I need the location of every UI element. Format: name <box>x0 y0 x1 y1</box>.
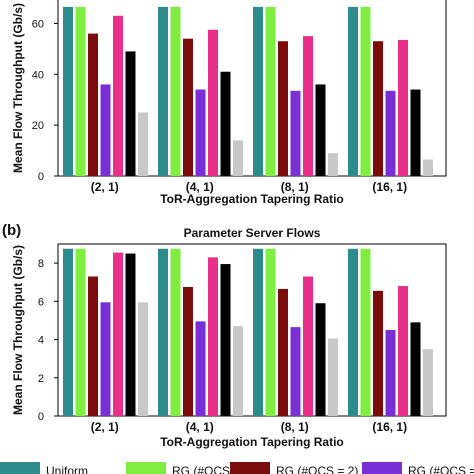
bar-s3-2-1 <box>88 33 98 176</box>
panel-b-x-axis-label: ToR-Aggregation Tapering Ratio <box>160 435 344 449</box>
bar-s4-16-1 <box>385 330 396 416</box>
panel-a-frame <box>57 0 447 177</box>
bar-s5-2-1 <box>113 15 123 176</box>
legend-label-uniform: Uniform <box>46 464 88 474</box>
bar-s7-8-1 <box>328 338 338 416</box>
bar-s7-4-1 <box>233 140 243 176</box>
x-tick-label: (4, 1) <box>186 420 214 434</box>
bar-s4-4-1 <box>195 321 206 416</box>
bar-s1-4-1 <box>158 248 168 416</box>
bar-s1-16-1 <box>348 248 358 416</box>
bar-s1-2-1 <box>63 248 73 416</box>
bar-s5-4-1 <box>208 257 218 416</box>
y-tick-label: 6 <box>38 296 44 308</box>
bar-s6-16-1 <box>410 322 421 416</box>
bar-s7-16-1 <box>423 349 433 416</box>
legend-swatch-rg-ocs-4 <box>362 462 402 474</box>
y-tick-label: 2 <box>38 373 44 385</box>
legend-swatch-rg-ocs-1 <box>126 462 166 474</box>
y-tick-label: 4 <box>38 335 44 347</box>
y-tick-label: 0 <box>38 411 44 423</box>
bar-s4-4-1 <box>195 89 206 176</box>
bar-s7-4-1 <box>233 326 243 416</box>
panel-b-x-ticks: (2, 1) (4, 1) (8, 1) (16, 1) <box>91 420 407 434</box>
bar-s2-2-1 <box>75 248 86 416</box>
bar-s6-4-1 <box>220 264 231 416</box>
panel-b-label: (b) <box>2 222 21 239</box>
x-tick-label: (4, 1) <box>186 180 214 194</box>
bar-s5-16-1 <box>398 39 408 177</box>
bar-s3-16-1 <box>373 290 383 416</box>
bar-s4-8-1 <box>290 327 301 416</box>
panel-b-frame <box>57 243 447 417</box>
panel-b-y-ticks: 0 2 4 6 8 <box>38 258 58 423</box>
legend-swatch-uniform <box>0 462 40 474</box>
bar-s4-2-1 <box>100 84 111 176</box>
bar-s5-8-1 <box>303 36 313 177</box>
bar-s6-8-1 <box>315 84 326 176</box>
bar-s7-8-1 <box>328 153 338 176</box>
bar-s5-2-1 <box>113 252 123 416</box>
bar-s7-2-1 <box>138 302 148 416</box>
panel-a: 0 20 40 60 (2, 1) (4, 1) (8, 1) (16, 1) ToR-Ag… <box>11 0 447 206</box>
y-tick-label: 20 <box>32 120 44 132</box>
bar-s5-8-1 <box>303 276 313 416</box>
bar-s4-16-1 <box>385 90 396 176</box>
x-tick-label: (2, 1) <box>91 180 119 194</box>
bar-s3-2-1 <box>88 276 98 416</box>
bar-s2-16-1 <box>360 6 371 177</box>
legend-label-rg-ocs-1: RG (#OCS = 1) <box>172 464 254 474</box>
x-tick-label: (8, 1) <box>281 420 309 434</box>
bar-s2-8-1 <box>265 248 276 416</box>
y-tick-label: 40 <box>32 69 44 81</box>
bar-s3-4-1 <box>183 38 193 176</box>
bar-s2-2-1 <box>75 6 86 177</box>
y-tick-label: 60 <box>32 18 44 30</box>
legend-label-rg-ocs-4: RG (#OCS = 4) <box>408 464 474 474</box>
panel-b-bars <box>63 248 433 416</box>
bar-s6-8-1 <box>315 303 326 416</box>
x-tick-label: (16, 1) <box>372 420 407 434</box>
bar-s6-2-1 <box>125 253 136 416</box>
panel-b-y-axis-label: Mean Flow Throughput (Gb/s) <box>11 245 25 415</box>
bar-s6-4-1 <box>220 71 231 176</box>
bar-s2-4-1 <box>170 6 181 177</box>
bar-s6-2-1 <box>125 51 136 176</box>
bar-s4-2-1 <box>100 302 111 416</box>
panel-a-y-axis-label: Mean Flow Throughput (Gb/s) <box>11 3 25 173</box>
bar-s2-16-1 <box>360 248 371 416</box>
bar-s7-16-1 <box>423 159 433 176</box>
bar-s1-16-1 <box>348 6 358 177</box>
panel-a-x-ticks: (2, 1) (4, 1) (8, 1) (16, 1) <box>91 180 407 194</box>
bar-s3-8-1 <box>278 288 288 416</box>
x-tick-label: (8, 1) <box>281 180 309 194</box>
bar-s1-8-1 <box>253 6 263 177</box>
bar-s7-2-1 <box>138 112 148 176</box>
bar-s3-4-1 <box>183 287 193 416</box>
panel-a-x-axis-label: ToR-Aggregation Tapering Ratio <box>160 192 344 206</box>
panel-a-y-ticks: 0 20 40 60 <box>32 18 58 183</box>
x-tick-label: (16, 1) <box>372 180 407 194</box>
bar-s4-8-1 <box>290 90 301 176</box>
bar-s3-16-1 <box>373 41 383 176</box>
y-tick-label: 0 <box>38 171 44 183</box>
bar-s5-16-1 <box>398 286 408 416</box>
bar-s2-4-1 <box>170 248 181 416</box>
bar-s3-8-1 <box>278 41 288 176</box>
bar-s1-2-1 <box>63 6 73 177</box>
legend-label-rg-ocs-2: RG (#OCS = 2) <box>276 464 358 474</box>
panel-b-title: Parameter Server Flows <box>184 226 321 240</box>
bar-s1-4-1 <box>158 6 168 177</box>
legend-swatch-rg-ocs-2 <box>230 462 270 474</box>
x-tick-label: (2, 1) <box>91 420 119 434</box>
bar-s2-8-1 <box>265 6 276 177</box>
bar-s5-4-1 <box>208 29 218 176</box>
bar-s1-8-1 <box>253 248 263 416</box>
panel-a-bars <box>63 6 433 177</box>
bar-s6-16-1 <box>410 89 421 176</box>
y-tick-label: 8 <box>38 258 44 270</box>
legend: Uniform RG (#OCS = 1) RG (#OCS = 2) RG (… <box>0 462 474 474</box>
